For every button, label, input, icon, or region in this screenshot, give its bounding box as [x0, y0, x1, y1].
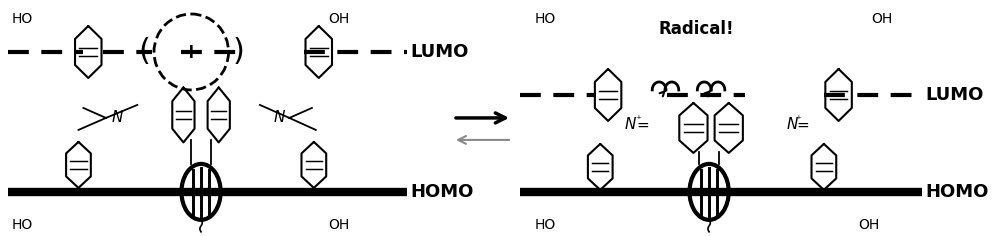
- Text: N: N: [624, 118, 636, 132]
- Text: HOMO: HOMO: [410, 183, 473, 201]
- Text: =: =: [796, 118, 809, 132]
- Text: ⁺: ⁺: [636, 115, 641, 125]
- Text: HOMO: HOMO: [925, 183, 988, 201]
- Text: HO: HO: [12, 12, 33, 26]
- Text: OH: OH: [329, 218, 350, 232]
- Text: OH: OH: [329, 12, 350, 26]
- Text: LUMO: LUMO: [925, 86, 983, 104]
- Text: HO: HO: [12, 218, 33, 232]
- Text: +: +: [182, 42, 201, 62]
- Text: LUMO: LUMO: [410, 43, 468, 61]
- Text: HO: HO: [535, 218, 556, 232]
- Text: (: (: [138, 38, 150, 67]
- Text: Radical!: Radical!: [659, 20, 734, 38]
- Text: HO: HO: [535, 12, 556, 26]
- Text: N: N: [274, 110, 285, 125]
- Text: N: N: [112, 110, 123, 125]
- Text: N: N: [787, 118, 798, 132]
- Text: OH: OH: [858, 218, 879, 232]
- Text: OH: OH: [871, 12, 892, 26]
- Text: ⁺: ⁺: [795, 115, 801, 125]
- Text: ): ): [232, 38, 244, 67]
- Text: =: =: [637, 118, 649, 132]
